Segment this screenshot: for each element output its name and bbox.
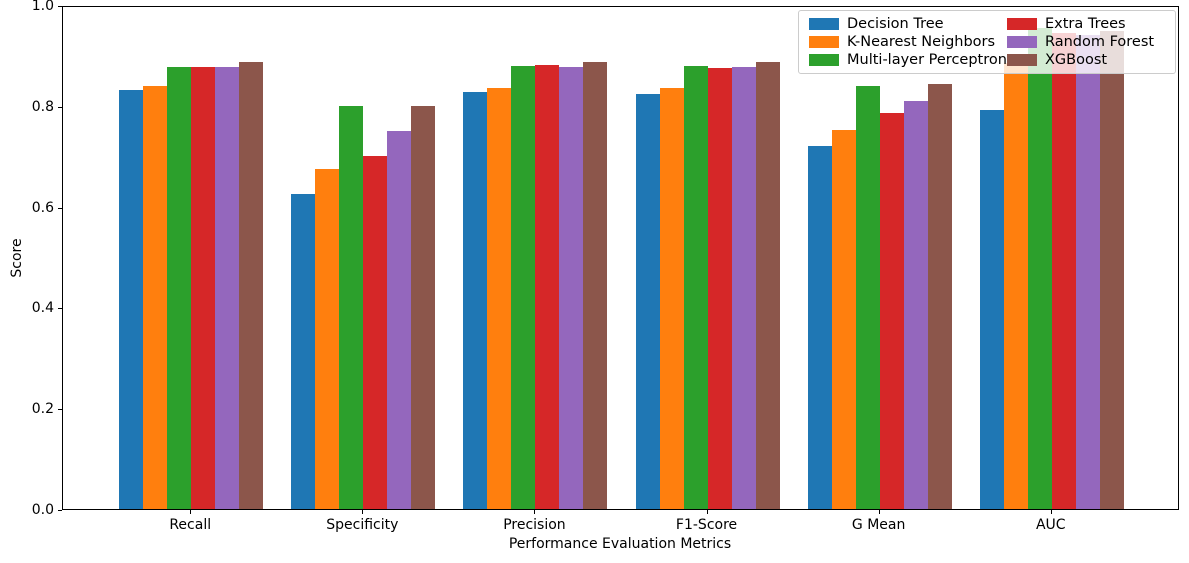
x-tick-mark — [1050, 510, 1052, 514]
legend-swatch-icon — [809, 36, 839, 48]
plot-area — [62, 6, 1179, 510]
y-tick-label: 0.8 — [31, 98, 54, 115]
legend-item: Decision Tree — [809, 16, 1007, 32]
y-tick-mark — [58, 308, 62, 310]
legend-item: XGBoost — [1006, 52, 1165, 68]
bar — [215, 67, 240, 509]
bar — [1075, 35, 1100, 509]
y-tick-mark — [58, 510, 62, 511]
bar — [927, 83, 952, 509]
y-axis-title: Score — [9, 238, 25, 278]
bar — [1051, 32, 1076, 509]
bar — [559, 67, 584, 509]
legend-item: K-Nearest Neighbors — [809, 34, 1007, 50]
y-tick-label: 0.0 — [31, 502, 54, 518]
legend-label: Extra Trees — [1044, 16, 1126, 32]
bar — [535, 64, 560, 509]
bar — [807, 145, 832, 509]
legend-label: Multi-layer Perceptron — [847, 52, 1007, 68]
bar — [855, 85, 880, 509]
bar — [707, 67, 732, 509]
bar — [463, 91, 488, 509]
x-tick-mark — [362, 510, 364, 514]
legend-label: Random Forest — [1044, 34, 1155, 50]
bar — [363, 156, 388, 509]
x-tick-label: Recall — [169, 517, 212, 533]
legend-swatch-icon — [809, 18, 839, 30]
legend-swatch-icon — [809, 54, 839, 66]
bar — [315, 168, 340, 509]
bar — [511, 65, 536, 509]
bar — [239, 61, 264, 509]
bar — [583, 62, 608, 509]
bar — [167, 66, 192, 509]
bar — [903, 100, 928, 509]
legend-label: XGBoost — [1044, 52, 1108, 68]
bar — [411, 105, 436, 509]
bar — [683, 65, 708, 509]
x-tick-mark — [706, 510, 708, 514]
legend: Decision Tree K-Nearest Neighbors Multi-la… — [798, 10, 1176, 74]
legend-label: Decision Tree — [847, 16, 944, 32]
bar — [731, 67, 756, 509]
bar — [191, 66, 216, 509]
x-tick-label: Precision — [503, 517, 566, 533]
x-tick-label: AUC — [1035, 517, 1066, 533]
x-tick-mark — [534, 510, 536, 514]
y-tick-mark — [58, 207, 62, 209]
bar — [831, 129, 856, 509]
bar — [119, 90, 144, 509]
legend-label: K-Nearest Neighbors — [847, 34, 996, 50]
legend-item: Extra Trees — [1006, 16, 1165, 32]
x-tick-label: Specificity — [326, 517, 399, 533]
legend-item: Random Forest — [1006, 34, 1165, 50]
bar — [979, 109, 1004, 509]
bar — [879, 113, 904, 509]
bar — [387, 131, 412, 509]
y-tick-label: 0.2 — [31, 401, 54, 418]
bar — [291, 194, 316, 509]
x-tick-label: G Mean — [851, 517, 906, 533]
bar — [755, 62, 780, 509]
bar — [339, 105, 364, 509]
bar — [143, 85, 168, 509]
legend-swatch-icon — [1006, 18, 1037, 30]
y-tick-label: 0.6 — [31, 199, 54, 216]
y-tick-mark — [58, 409, 62, 411]
bar — [659, 87, 684, 509]
bar — [1027, 27, 1052, 509]
bar — [487, 87, 512, 509]
y-tick-mark — [58, 6, 62, 7]
x-tick-mark — [878, 510, 880, 514]
y-tick-label: 1.0 — [31, 0, 54, 14]
legend-swatch-icon — [1006, 54, 1037, 66]
legend-item: Multi-layer Perceptron — [809, 52, 1007, 68]
y-tick-mark — [58, 106, 62, 108]
x-tick-mark — [190, 510, 192, 514]
bar — [1099, 31, 1124, 509]
bar — [1003, 62, 1028, 509]
bar — [635, 94, 660, 509]
x-axis-title: Performance Evaluation Metrics — [508, 536, 732, 552]
x-tick-label: F1-Score — [675, 517, 738, 533]
y-tick-label: 0.4 — [31, 300, 54, 317]
legend-swatch-icon — [1006, 36, 1037, 48]
